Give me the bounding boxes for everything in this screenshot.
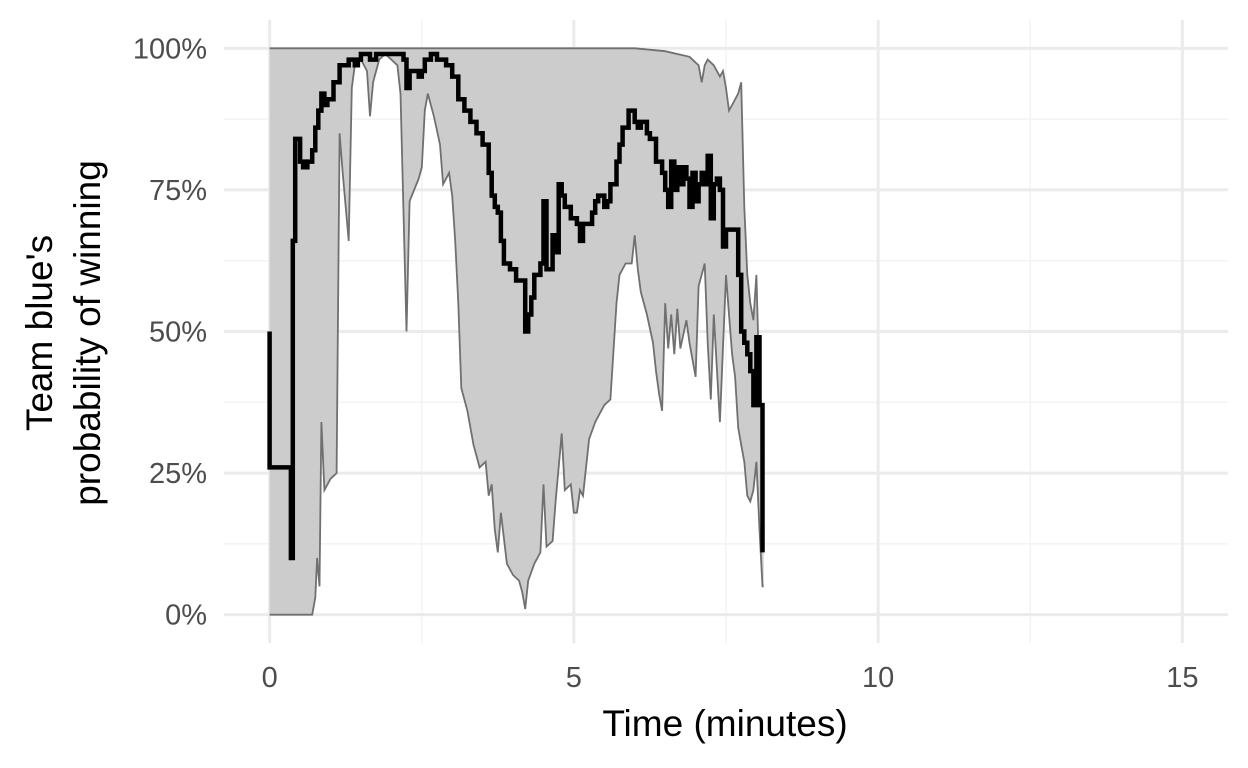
band-upper-edge [269,47,765,457]
x-tick-label: 5 [566,662,582,694]
x-tick-label: 0 [262,662,278,694]
x-axis-ticks: 0 5 10 15 [262,662,1199,694]
y-axis-title-line-2: probability of winning [67,160,108,506]
y-axis-title-line-1: Team blue's [19,235,60,431]
series-line [267,51,765,561]
y-tick-label: 25% [149,458,207,490]
y-axis-ticks: 0% 25% 50% 75% 100% [133,33,207,631]
probability-line [267,51,765,561]
y-tick-label: 100% [133,33,207,65]
x-tick-label: 10 [862,662,894,694]
y-tick-label: 75% [149,175,207,207]
x-axis-title: Time (minutes) [602,703,847,744]
y-axis-title: Team blue's probability of winning [19,160,108,506]
y-tick-label: 50% [149,317,207,349]
x-tick-label: 15 [1166,662,1198,694]
band-lower-edge [269,52,764,616]
band-fill [269,48,764,615]
y-tick-label: 0% [165,600,207,632]
uncertainty-band [269,47,765,616]
